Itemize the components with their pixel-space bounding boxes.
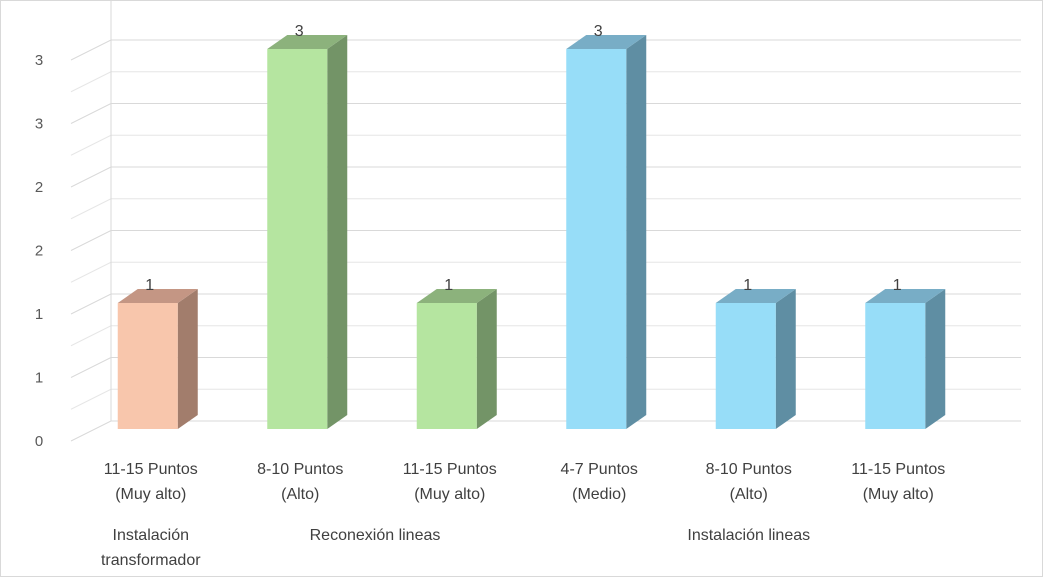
- gridline-minor-side: [70, 198, 112, 220]
- gridline-side: [70, 357, 112, 378]
- category-label-line1: 8-10 Puntos: [257, 461, 343, 478]
- bar-front: [117, 303, 178, 429]
- category-label-line1: 4-7 Puntos: [561, 461, 638, 478]
- data-labels: 1 3 1 3 1 1: [145, 23, 902, 294]
- bar-front: [715, 303, 776, 429]
- gridline-minor-side: [70, 325, 112, 347]
- group-label: transformador: [101, 552, 201, 569]
- gridline-side: [70, 103, 112, 124]
- y-tick-label: 3: [35, 52, 43, 69]
- y-tick-label: 1: [35, 370, 43, 387]
- bar-side: [476, 289, 497, 429]
- category-label-line2: (Alto): [281, 486, 319, 503]
- y-tick-label: 3: [35, 116, 43, 133]
- gridline-side: [70, 293, 112, 315]
- category-label-line2: (Muy alto): [115, 486, 186, 503]
- bar: [416, 289, 497, 429]
- bar-top: [865, 289, 946, 303]
- category-label-line2: (Alto): [730, 486, 768, 503]
- category-label-line1: 8-10 Puntos: [706, 461, 792, 478]
- gridline-minor-side: [70, 71, 112, 93]
- bar: [566, 35, 647, 429]
- bar-side: [626, 35, 647, 429]
- data-label: 1: [444, 277, 453, 294]
- gridline-side: [70, 230, 112, 251]
- y-tick-label: 1: [35, 306, 43, 323]
- data-label: 3: [594, 23, 603, 40]
- data-label: 1: [743, 277, 752, 294]
- group-label: Instalación lineas: [687, 527, 810, 544]
- category-label-line2: (Muy alto): [414, 486, 485, 503]
- category-label-line2: (Medio): [572, 486, 626, 503]
- bar-side: [925, 289, 946, 429]
- category-label-line1: 11-15 Puntos: [851, 461, 945, 478]
- bar: [715, 289, 796, 429]
- bar-side: [177, 289, 198, 429]
- bar-top: [715, 289, 796, 303]
- bar-side: [775, 289, 796, 429]
- bar: [117, 289, 198, 429]
- y-tick-label: 2: [35, 243, 43, 260]
- bar-side: [327, 35, 348, 429]
- bar-top: [117, 289, 198, 303]
- group-label: Instalación: [113, 527, 190, 544]
- bar-top: [566, 35, 647, 49]
- data-label: 1: [145, 277, 154, 294]
- bar: [267, 35, 348, 429]
- gridline-side: [70, 420, 112, 442]
- bar: [865, 289, 946, 429]
- bar-front: [267, 49, 328, 429]
- bars: [117, 35, 946, 429]
- group-labels: Instalación transformador Reconexión linea…: [101, 527, 810, 569]
- category-label-line2: (Muy alto): [863, 486, 934, 503]
- gridline-side: [70, 39, 112, 61]
- bar-front: [865, 303, 926, 429]
- y-axis-ticks: 0 1 1 2 2 3 3: [35, 52, 43, 450]
- category-labels: 11-15 Puntos (Muy alto) 8-10 Puntos (Alto) 1…: [104, 461, 946, 503]
- data-label: 3: [295, 23, 304, 40]
- bar-top: [416, 289, 497, 303]
- data-label: 1: [893, 277, 902, 294]
- category-label-line1: 11-15 Puntos: [104, 461, 198, 478]
- gridline-minor-side: [70, 134, 112, 156]
- gridline-side: [70, 166, 112, 188]
- bar-front: [566, 49, 627, 429]
- group-label: Reconexión lineas: [310, 527, 441, 544]
- y-tick-label: 0: [35, 433, 43, 450]
- gridline-minor-side: [70, 261, 112, 283]
- y-tick-label: 2: [35, 179, 43, 196]
- bar-top: [267, 35, 348, 49]
- bar-front: [416, 303, 477, 429]
- gridline-minor-side: [70, 388, 112, 410]
- category-label-line1: 11-15 Puntos: [403, 461, 497, 478]
